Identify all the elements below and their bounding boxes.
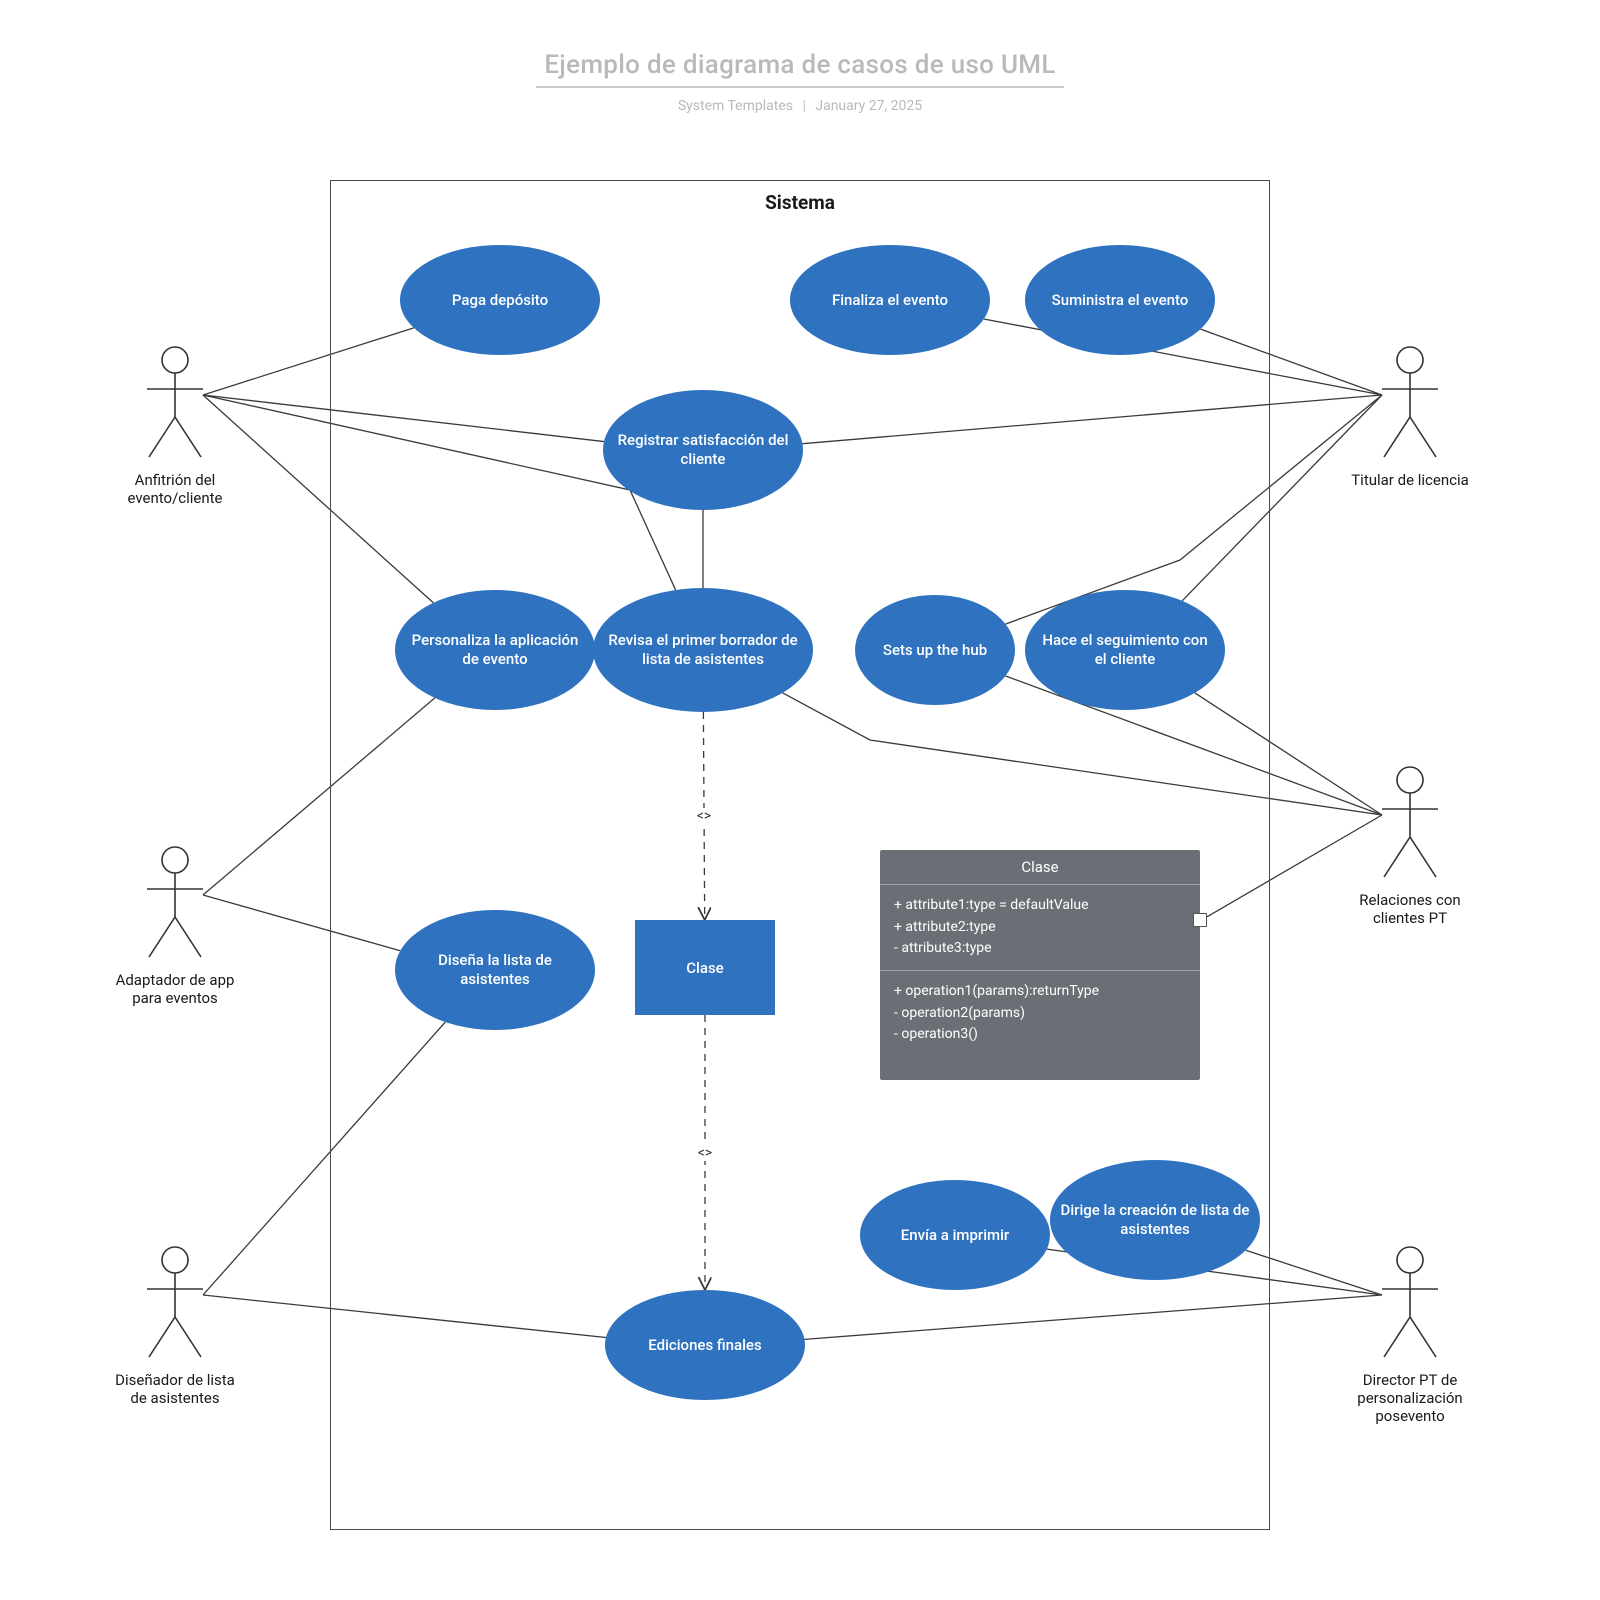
class-attributes: + attribute1:type = defaultValue+ attrib… <box>880 885 1200 971</box>
usecase-uc_pay: Paga depósito <box>400 245 600 355</box>
edge-label: <> <box>695 808 713 824</box>
actor-a_license: Titular de licencia <box>1350 345 1470 489</box>
usecase-uc_custom: Personaliza la aplicación de evento <box>395 590 595 710</box>
actor-a_host: Anfitrión del evento/cliente <box>115 345 235 507</box>
subtitle-separator: | <box>802 98 805 114</box>
actor-a_designer: Diseñador de lista de asistentes <box>115 1245 235 1407</box>
edge-label: <> <box>696 1145 714 1161</box>
usecase-uc_design: Diseña la lista de asistentes <box>395 910 595 1030</box>
class-operations: + operation1(params):returnType- operati… <box>880 971 1200 1056</box>
usecase-uc_setup: Sets up the hub <box>855 595 1015 705</box>
usecase-uc_finish: Finaliza el evento <box>790 245 990 355</box>
actor-a_director: Director PT de personalización posevento <box>1350 1245 1470 1425</box>
usecase-uc_satis: Registrar satisfacción del cliente <box>603 390 803 510</box>
actor-label: Diseñador de lista de asistentes <box>115 1371 235 1407</box>
actor-label: Director PT de personalización posevento <box>1350 1371 1470 1425</box>
subtitle-left: System Templates <box>678 98 793 114</box>
usecase-uc_final: Ediciones finales <box>605 1290 805 1400</box>
actor-label: Titular de licencia <box>1350 471 1470 489</box>
usecase-uc_print: Envía a imprimir <box>860 1180 1050 1290</box>
usecase-uc_supply: Suministra el evento <box>1025 245 1215 355</box>
header: Ejemplo de diagrama de casos de uso UML … <box>0 50 1600 114</box>
actor-label: Anfitrión del evento/cliente <box>115 471 235 507</box>
uml-class-box: Clase+ attribute1:type = defaultValue+ a… <box>880 850 1200 1080</box>
page-canvas: Ejemplo de diagrama de casos de uso UML … <box>0 0 1600 1600</box>
usecase-uc_review: Revisa el primer borrador de lista de as… <box>593 588 813 712</box>
actor-label: Relaciones con clientes PT <box>1350 891 1470 927</box>
page-title: Ejemplo de diagrama de casos de uso UML <box>536 50 1063 88</box>
actor-label: Adaptador de app para eventos <box>115 971 235 1007</box>
actor-a_crm: Relaciones con clientes PT <box>1350 765 1470 927</box>
system-label: Sistema <box>331 191 1269 214</box>
rect-clase: Clase <box>635 920 775 1015</box>
actor-a_adapter: Adaptador de app para eventos <box>115 845 235 1007</box>
page-subtitle: System Templates | January 27, 2025 <box>0 98 1600 114</box>
class-title: Clase <box>880 850 1200 885</box>
subtitle-right: January 27, 2025 <box>815 98 922 114</box>
usecase-uc_follow: Hace el seguimiento con el cliente <box>1025 590 1225 710</box>
class-note-port <box>1193 913 1207 927</box>
usecase-uc_direct: Dirige la creación de lista de asistente… <box>1050 1160 1260 1280</box>
